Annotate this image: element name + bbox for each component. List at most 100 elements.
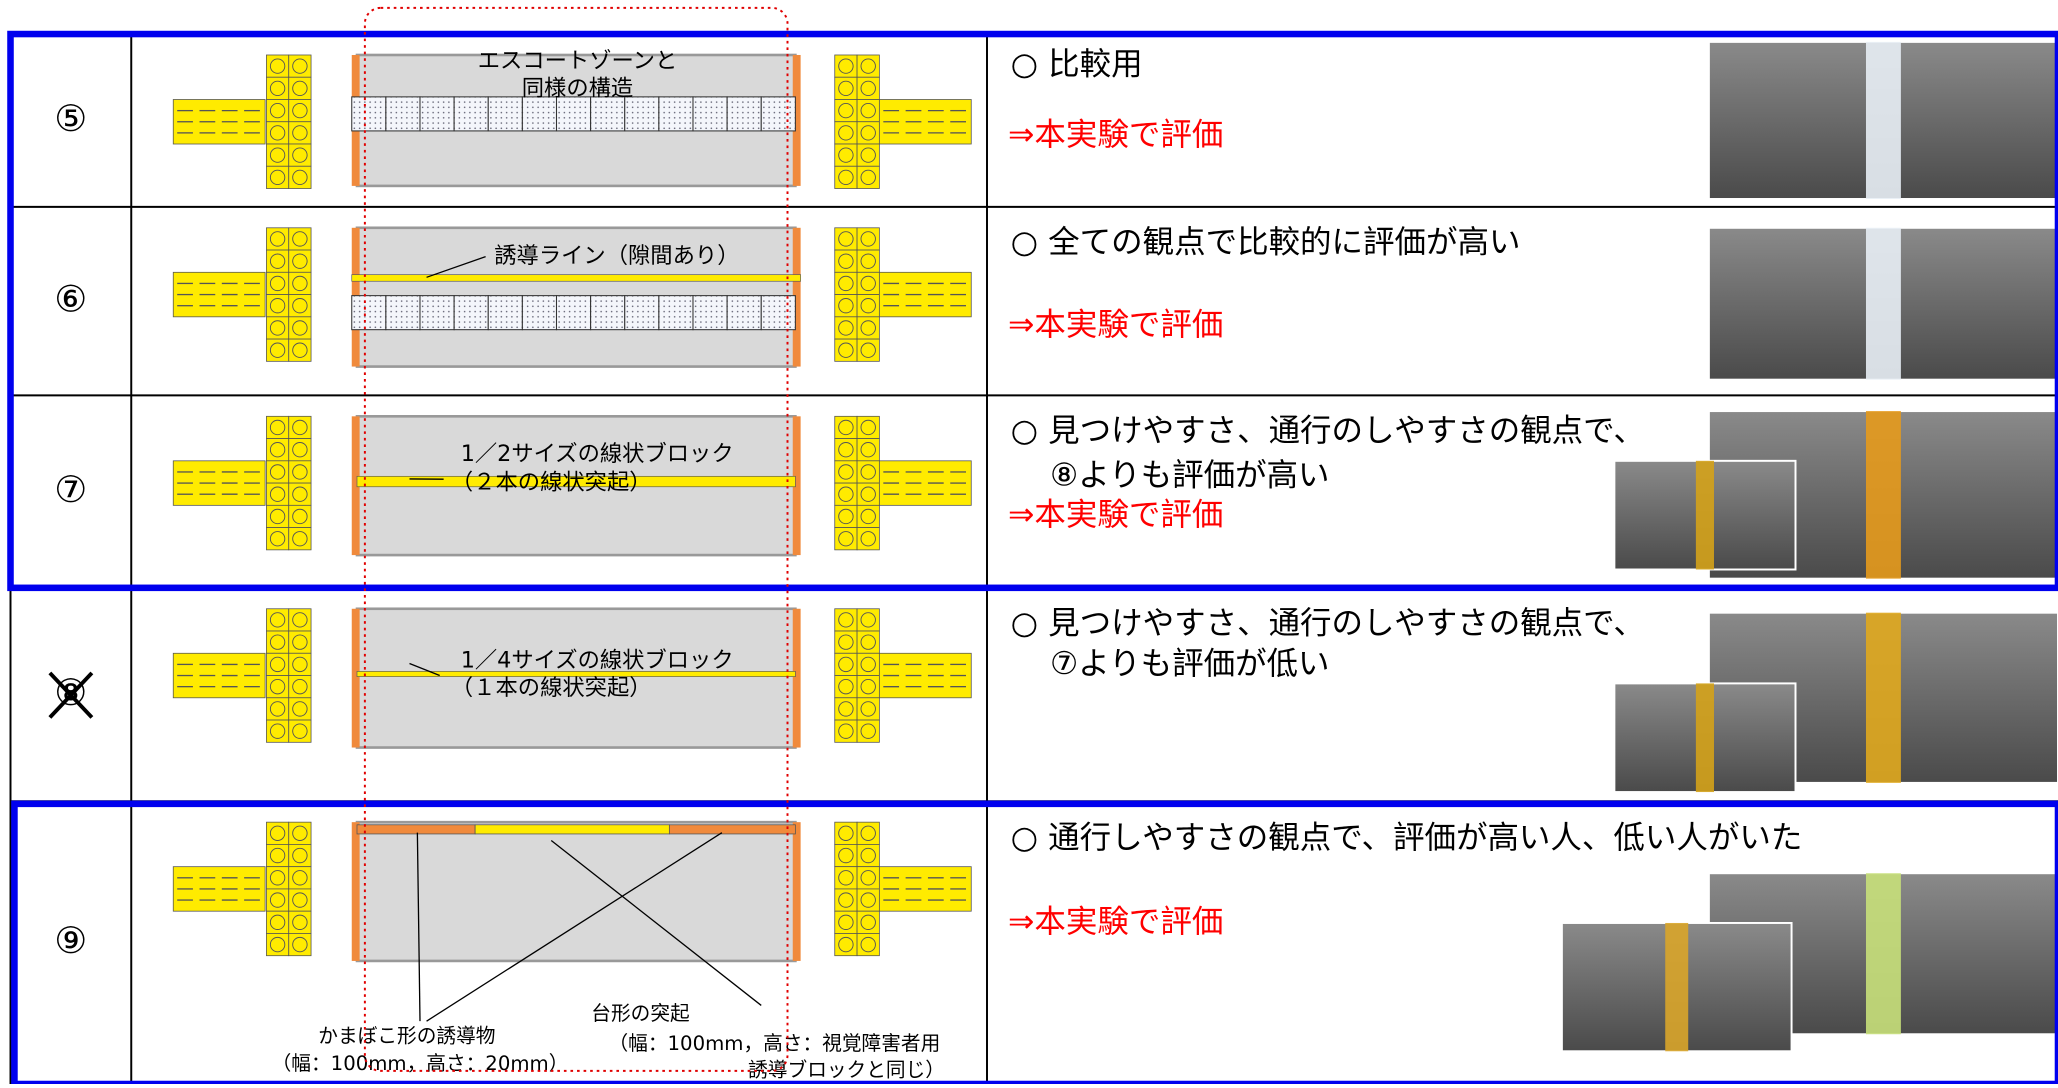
block-cell (289, 461, 311, 483)
row-number: ⑦ (54, 468, 87, 511)
block-cell (835, 250, 857, 272)
block-cell (857, 295, 879, 317)
block-cell (289, 483, 311, 505)
tactile-block (835, 55, 972, 189)
tile (693, 296, 727, 330)
diagram-label: （１本の線状突起） (451, 675, 652, 701)
diagram-label: かまぼこ形の誘導物 (318, 1024, 495, 1047)
block-cell (857, 889, 879, 911)
comment: ○ 見つけやすさ、通行のしやすさの観点で、 (1011, 413, 1645, 449)
tile (659, 296, 693, 330)
tile (454, 97, 488, 131)
tile (488, 97, 522, 131)
tile (420, 97, 454, 131)
block-cell (857, 122, 879, 144)
block-cell (835, 339, 857, 361)
block-cell (857, 867, 879, 889)
diagram-label: エスコートゾーンと (478, 48, 678, 74)
block-cell (835, 77, 857, 99)
block-cell (835, 99, 857, 121)
block-cell (289, 609, 311, 631)
tile (659, 97, 693, 131)
block-cell (857, 439, 879, 461)
block-cell (857, 272, 879, 294)
block-cell (266, 317, 288, 339)
block-cell (266, 676, 288, 698)
block-cell (289, 933, 311, 955)
block-cell (857, 933, 879, 955)
block-cell (835, 889, 857, 911)
comment: ⑦よりも評価が低い (1050, 646, 1330, 682)
photo-stripe (1866, 873, 1901, 1034)
block-cell (266, 889, 288, 911)
block-cell (266, 99, 288, 121)
evaluation: ⇒本実験で評価 (1008, 497, 1223, 533)
block-cell (835, 122, 857, 144)
block-cell (289, 528, 311, 550)
block-cell (835, 528, 857, 550)
block-cell (835, 822, 857, 844)
photo-stripe (1696, 461, 1714, 570)
block-cell (266, 483, 288, 505)
block-cell (835, 505, 857, 527)
block-cell (289, 631, 311, 653)
guide-line (352, 275, 801, 282)
block-cell (835, 867, 857, 889)
block-cell (266, 461, 288, 483)
block-cell (857, 676, 879, 698)
kamaboko (669, 825, 795, 834)
block-cell (266, 416, 288, 438)
block-cell (835, 698, 857, 720)
tile (352, 296, 386, 330)
evaluation: ⇒本実験で評価 (1008, 904, 1223, 940)
diagram-label: 1／2サイズの線状ブロック (461, 441, 734, 467)
block-cell (835, 295, 857, 317)
block-cell (857, 631, 879, 653)
block-cell (266, 439, 288, 461)
block-cell (289, 416, 311, 438)
tactile-block (835, 416, 972, 550)
block-cell (835, 144, 857, 166)
block-cell (289, 166, 311, 188)
block-cell (289, 698, 311, 720)
block-cell (857, 653, 879, 675)
tile (693, 97, 727, 131)
block-cell (289, 295, 311, 317)
evaluation: ⇒本実験で評価 (1008, 117, 1223, 153)
block-cell (289, 317, 311, 339)
diagram-label: 誘導ブロックと同じ） (748, 1058, 945, 1081)
block-cell (289, 653, 311, 675)
curb (352, 609, 360, 748)
block-cell (857, 528, 879, 550)
block-cell (266, 867, 288, 889)
block-cell (266, 653, 288, 675)
block-cell (266, 911, 288, 933)
block-cell (289, 122, 311, 144)
block-cell (266, 166, 288, 188)
block-cell (266, 720, 288, 742)
block-cell (266, 339, 288, 361)
block-cell (266, 528, 288, 550)
block-cell (289, 228, 311, 250)
block-cell (835, 483, 857, 505)
block-cell (857, 317, 879, 339)
block-cell (266, 250, 288, 272)
block-cell (835, 844, 857, 866)
block-cell (835, 720, 857, 742)
block-cell (289, 822, 311, 844)
block-cell (266, 77, 288, 99)
evaluation: ⇒本実験で評価 (1008, 307, 1223, 343)
block-cell (266, 272, 288, 294)
block-cell (266, 228, 288, 250)
block-cell (835, 631, 857, 653)
tactile-block (835, 822, 972, 956)
block-cell (289, 505, 311, 527)
tile (352, 97, 386, 131)
block-cell (835, 228, 857, 250)
block-cell (289, 911, 311, 933)
block-cell (289, 867, 311, 889)
tactile-block (835, 228, 972, 362)
tile (727, 296, 761, 330)
block-cell (857, 77, 879, 99)
